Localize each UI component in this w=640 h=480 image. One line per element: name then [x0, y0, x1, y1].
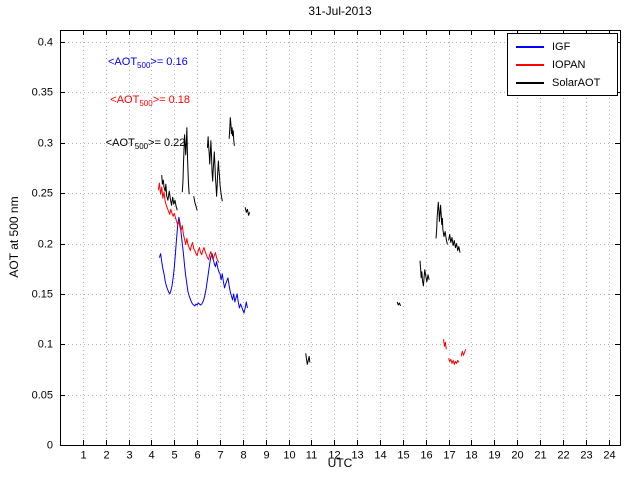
- annotation-sub: 500: [134, 142, 149, 152]
- mean-aot-annotation-solaraot: <AOT500>= 0.22: [106, 137, 186, 151]
- legend-line-sample-solaraot: [516, 82, 544, 84]
- mean-aot-annotation-iopan: <AOT500>= 0.18: [110, 94, 190, 108]
- annotation-sub: 500: [137, 61, 151, 71]
- annotation-pre: <AOT: [108, 56, 138, 69]
- legend-line-sample-iopan: [516, 64, 544, 66]
- legend-item-solaraot: SolarAOT: [516, 74, 617, 92]
- annotation-post: >= 0.16: [150, 56, 188, 69]
- annotation-post: >= 0.22: [148, 136, 186, 149]
- x-axis-label: UTC: [327, 456, 353, 470]
- legend-label-solaraot: SolarAOT: [552, 76, 601, 89]
- mean-aot-annotation-igf: <AOT500>= 0.16: [108, 56, 188, 70]
- annotation-post: >= 0.18: [152, 93, 191, 106]
- y-axis-label: AOT at 500 nm: [7, 196, 21, 278]
- legend-label-iopan: IOPAN: [552, 58, 586, 71]
- chart-title: 31-Jul-2013: [308, 4, 372, 18]
- legend-box: IGF IOPAN SolarAOT: [507, 33, 618, 96]
- annotation-pre: <AOT: [110, 93, 140, 106]
- annotation-sub: 500: [139, 98, 153, 108]
- annotation-pre: <AOT: [105, 136, 135, 149]
- legend-item-igf: IGF: [516, 38, 617, 56]
- legend-label-igf: IGF: [552, 40, 571, 53]
- legend-line-sample-igf: [516, 46, 544, 48]
- legend-item-iopan: IOPAN: [516, 56, 617, 74]
